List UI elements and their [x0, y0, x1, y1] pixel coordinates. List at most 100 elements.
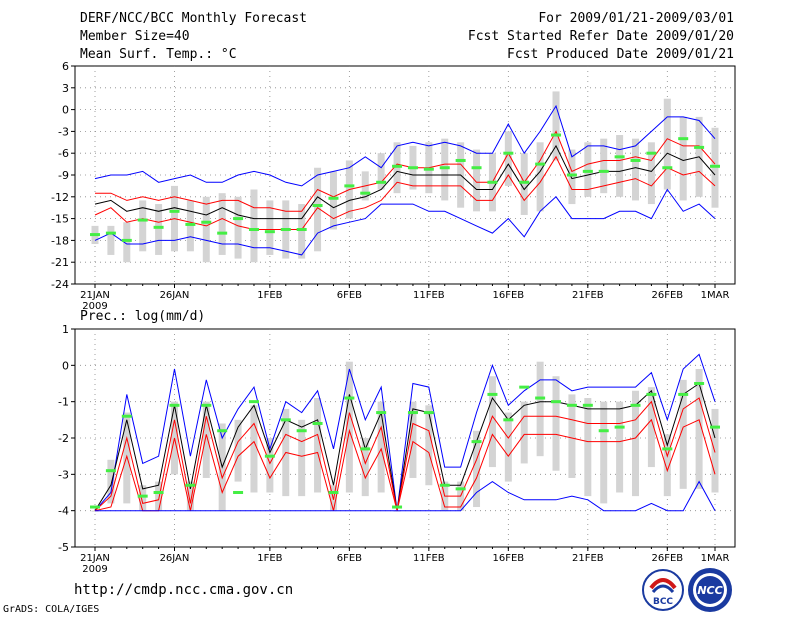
p2-observed-marker [598, 429, 609, 433]
p1-observed-marker [264, 230, 275, 234]
p1-observed-marker [646, 151, 657, 155]
footer-url[interactable]: http://cmdp.ncc.cma.gov.cn [74, 582, 294, 598]
p2-observed-marker [551, 400, 562, 404]
p1-series-lower-line [94, 155, 716, 230]
p2-observed-marker [217, 429, 228, 433]
p1-x-tick-label: 16FEB [493, 290, 525, 301]
precip-panel-title: Prec.: log(mm/d) [80, 309, 206, 324]
p1-observed-marker [312, 204, 323, 208]
p1-observed-marker [710, 164, 720, 168]
p2-observed-marker [360, 447, 371, 451]
p2-y-tick-label: -1 [58, 396, 69, 409]
p2-x-year-label: 2009 [82, 564, 107, 575]
p2-observed-marker [121, 414, 132, 418]
p1-observed-marker [392, 164, 403, 168]
p2-observed-marker [423, 411, 434, 415]
forecast-started-label: Fcst Started Refer Date 2009/01/20 [467, 29, 734, 44]
p2-observed-marker [280, 418, 291, 422]
p2-y-tick-label: -4 [58, 505, 69, 518]
p1-observed-marker [678, 137, 689, 141]
p2-spread-box [488, 376, 496, 468]
p2-series-u2-line [94, 397, 716, 512]
p1-spread-box [314, 167, 322, 252]
p1-observed-marker [503, 151, 514, 155]
p1-spread-box [441, 138, 449, 201]
p1-observed-marker [121, 238, 132, 242]
p1-spread-box [584, 142, 592, 197]
p1-x-tick-label: 1FEB [257, 290, 282, 301]
p2-observed-marker [137, 494, 148, 498]
p2-observed-marker [614, 425, 625, 429]
p2-spread-box [377, 401, 385, 493]
p1-observed-marker [248, 228, 259, 231]
p2-spread-box [552, 376, 560, 471]
p2-y-tick-label: -3 [58, 468, 69, 481]
p1-x-tick-label: 26FEB [651, 290, 683, 301]
bcc-logo: BCC [641, 568, 685, 612]
p2-spread-box [568, 394, 576, 478]
p2-spread-box [584, 398, 592, 497]
p2-observed-marker [376, 411, 387, 415]
p1-observed-marker [662, 166, 673, 170]
p2-x-tick-label: 21JAN [80, 553, 110, 564]
p1-y-tick-label: -15 [51, 213, 69, 226]
p2-observed-marker [233, 491, 244, 494]
p2-spread-box [314, 398, 322, 493]
p1-observed-marker [566, 173, 577, 177]
p1-spread-box [266, 200, 274, 255]
p2-series-upper-line [94, 382, 716, 511]
p1-spread-box [250, 189, 258, 263]
p1-spread-box [202, 196, 210, 263]
p1-spread-box [504, 131, 512, 186]
p2-x-tick-label: 11FEB [413, 553, 445, 564]
p1-observed-marker [630, 158, 641, 162]
bcc-logo-text: BCC [653, 597, 673, 607]
p2-observed-marker [662, 447, 673, 451]
p1-spread-box [139, 200, 147, 252]
p1-observed-marker [423, 167, 434, 171]
p2-observed-marker [535, 396, 546, 400]
p1-y-tick-label: -12 [51, 191, 69, 204]
p1-observed-marker [296, 228, 307, 231]
p1-spread-box [107, 225, 115, 255]
p1-series-min-line [94, 188, 716, 256]
p1-observed-marker [233, 217, 244, 221]
p1-spread-box [218, 193, 226, 255]
p2-spread-box [155, 481, 163, 511]
p2-y-tick-label: 0 [62, 359, 69, 372]
p1-series-mean-line [94, 144, 716, 220]
p2-spread-box [186, 481, 194, 511]
p2-spread-box [139, 485, 147, 511]
p2-x-tick-label: 26FEB [651, 553, 683, 564]
temp-panel-title: Mean Surf. Temp.: °C [80, 47, 237, 62]
p1-observed-marker [105, 231, 116, 235]
p1-observed-marker [217, 231, 228, 235]
p1-x-year-label: 2009 [82, 301, 107, 312]
p1-spread-box [647, 142, 655, 205]
p2-observed-marker [185, 483, 196, 487]
p2-spread-box [107, 459, 115, 504]
member-size-label: Member Size=40 [80, 29, 190, 44]
p2-spread-box [536, 361, 544, 457]
p2-observed-marker [248, 400, 259, 404]
p2-observed-marker [471, 440, 482, 444]
chart-title: DERF/NCC/BCC Monthly Forecast [80, 11, 307, 26]
ncc-logo-text: NCC [697, 584, 722, 597]
p2-observed-marker [710, 425, 720, 429]
p1-spread-box [552, 91, 560, 161]
p1-spread-box [123, 222, 131, 263]
p1-observed-marker [90, 233, 100, 237]
p2-observed-marker [646, 392, 657, 396]
p2-x-tick-label: 21FEB [572, 553, 604, 564]
p2-spread-box [409, 401, 417, 478]
p1-x-tick-label: 21FEB [572, 290, 604, 301]
p1-observed-marker [471, 166, 482, 170]
p1-spread-box [679, 116, 687, 201]
p1-spread-box [632, 138, 640, 201]
p2-observed-marker [392, 505, 403, 509]
p1-observed-marker [201, 220, 212, 224]
p2-spread-box [663, 434, 671, 497]
p2-observed-marker [312, 421, 323, 425]
p2-observed-marker [678, 392, 689, 396]
forecast-produced-label: Fcst Produced Date 2009/01/21 [507, 47, 734, 62]
